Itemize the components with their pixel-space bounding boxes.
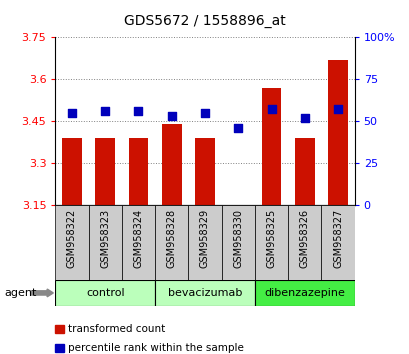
Bar (288, 205, 321, 280)
Bar (327, 59, 347, 205)
Point (267, 107, 274, 112)
Point (334, 107, 340, 112)
Text: control: control (86, 288, 124, 298)
Text: GSM958328: GSM958328 (166, 209, 176, 268)
Text: GSM958327: GSM958327 (332, 209, 342, 268)
Text: GSM958325: GSM958325 (266, 209, 276, 268)
Bar (128, 138, 148, 205)
Text: bevacizumab: bevacizumab (167, 288, 242, 298)
Bar (221, 205, 254, 280)
Bar (95, 138, 115, 205)
Bar (55, 280, 155, 306)
Point (168, 113, 175, 119)
Point (102, 108, 108, 114)
Bar (162, 124, 181, 205)
Bar (261, 87, 281, 205)
Bar (155, 280, 254, 306)
Bar (188, 205, 221, 280)
Point (135, 108, 142, 114)
Bar (195, 138, 214, 205)
Text: transformed count: transformed count (67, 324, 164, 334)
Point (301, 115, 307, 121)
Text: GSM958323: GSM958323 (100, 209, 110, 268)
Bar (55, 205, 88, 280)
Text: GDS5672 / 1558896_at: GDS5672 / 1558896_at (124, 14, 285, 28)
Point (69, 110, 75, 116)
Text: dibenzazepine: dibenzazepine (264, 288, 344, 298)
Bar (254, 280, 354, 306)
Text: percentile rank within the sample: percentile rank within the sample (67, 343, 243, 353)
Bar (121, 205, 155, 280)
Text: GSM958330: GSM958330 (233, 209, 243, 268)
Text: GSM958329: GSM958329 (200, 209, 209, 268)
Text: GSM958326: GSM958326 (299, 209, 309, 268)
Text: GSM958324: GSM958324 (133, 209, 143, 268)
Bar (62, 138, 82, 205)
Bar (88, 205, 121, 280)
Text: agent: agent (4, 288, 36, 298)
Bar (254, 205, 288, 280)
Point (234, 125, 241, 131)
Bar (321, 205, 354, 280)
Bar (155, 205, 188, 280)
Point (201, 110, 208, 116)
Bar (294, 138, 314, 205)
Text: GSM958322: GSM958322 (67, 209, 77, 268)
